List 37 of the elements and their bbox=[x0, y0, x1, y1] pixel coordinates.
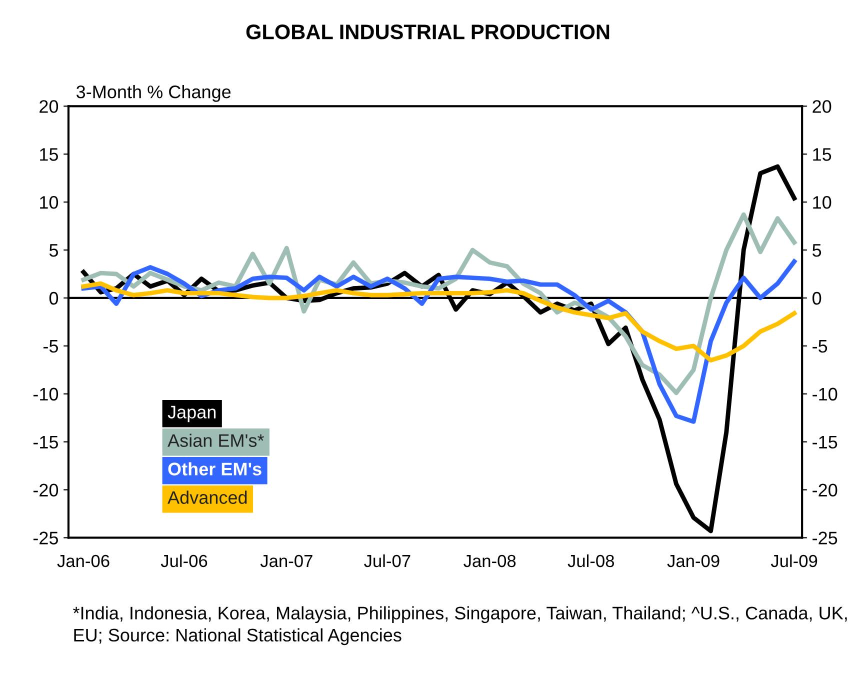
y2-tick-label: 15 bbox=[813, 148, 832, 161]
y2-tick-label: -10 bbox=[812, 388, 838, 401]
y2-tick-label: -25 bbox=[812, 532, 838, 544]
y-tick-label: 0 bbox=[49, 292, 58, 305]
y-tick-label: -5 bbox=[44, 340, 58, 353]
y-tick-label: -15 bbox=[33, 436, 58, 449]
y2-tick-label: -20 bbox=[812, 484, 838, 496]
y2-tick-label: 5 bbox=[812, 244, 822, 257]
y-tick-label: 20 bbox=[40, 100, 58, 113]
y2-tick-label: 20 bbox=[812, 100, 832, 113]
x-tick-label: Jan-06 bbox=[57, 554, 110, 568]
x-tick-label: Jul-06 bbox=[160, 554, 208, 568]
text: *India, Indonesia, Korea, Malaysia, Philippines, Singapore, Taiwan, Thailand; ^U.S., Canada, UK, EU; Source: National Statistical Agencies bbox=[73, 606, 847, 646]
y2-tick-label: -15 bbox=[812, 436, 838, 449]
text: Asian EM's* bbox=[168, 434, 264, 447]
chart-title: GLOBAL INDUSTRIAL PRODUCTION bbox=[246, 24, 610, 40]
y2-tick-label: -5 bbox=[812, 340, 828, 353]
x-tick-label: Jul-07 bbox=[364, 554, 410, 568]
y-tick-label: -10 bbox=[33, 388, 58, 401]
text: Advanced bbox=[168, 490, 247, 504]
y-tick-label: 10 bbox=[40, 196, 58, 209]
x-tick-label: Jan-08 bbox=[464, 554, 516, 568]
x-tick-label: Jul-09 bbox=[770, 554, 818, 568]
y-tick-label: -25 bbox=[33, 532, 58, 544]
text: Japan bbox=[168, 406, 216, 422]
x-tick-label: Jul-08 bbox=[568, 554, 614, 568]
x-tick-label: Jan-07 bbox=[260, 554, 312, 568]
line-series bbox=[81, 281, 797, 363]
y-tick-label: -20 bbox=[33, 484, 58, 496]
y2-tick-label: 10 bbox=[813, 196, 832, 209]
y-axis-title: 3-Month % Change bbox=[76, 85, 231, 102]
y2-tick-label: 0 bbox=[812, 292, 822, 305]
text: Other EM's bbox=[168, 462, 262, 476]
y-tick-label: 15 bbox=[40, 148, 58, 161]
line-series bbox=[81, 259, 797, 424]
y-tick-label: 5 bbox=[49, 244, 58, 257]
x-tick-label: Jan-09 bbox=[667, 554, 720, 568]
